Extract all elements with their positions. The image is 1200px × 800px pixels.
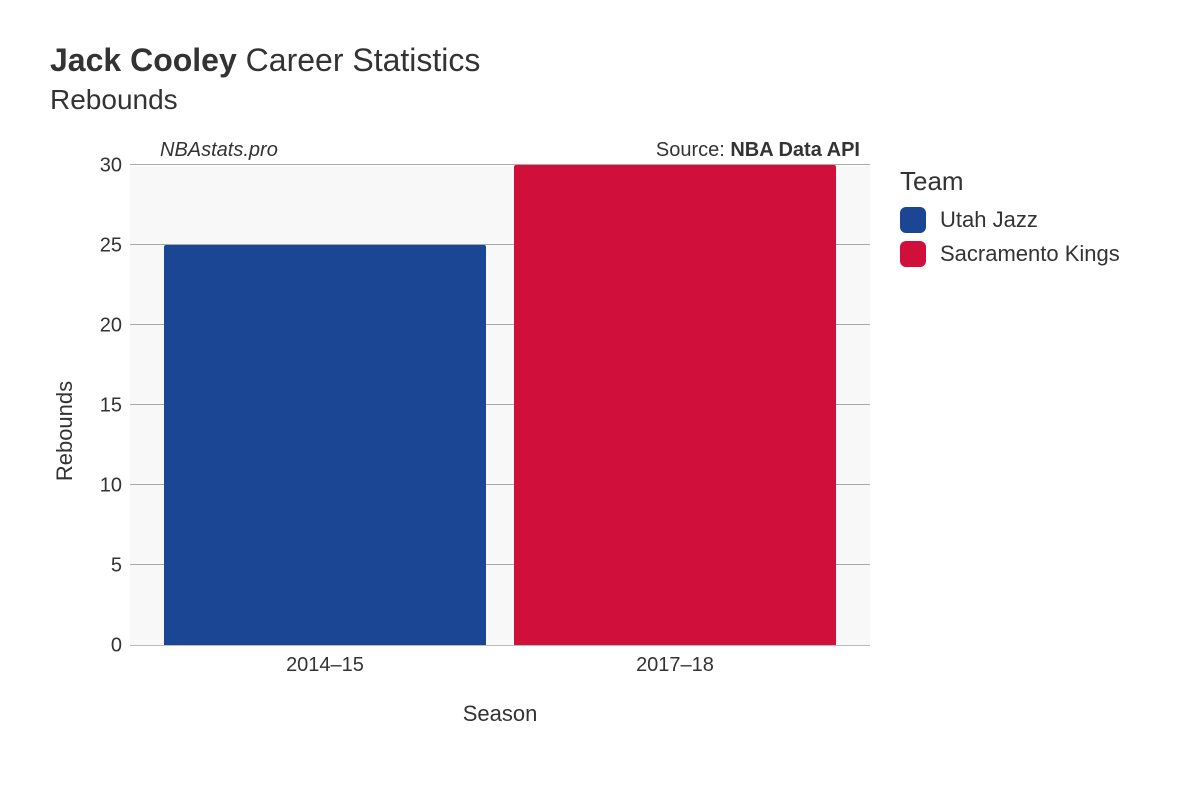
x-tick-label: 2014–15 [150,654,500,677]
legend-title: Team [900,166,1120,197]
annotation-row: NBAstats.pro Source: NBA Data API [130,136,870,166]
plot-column: NBAstats.pro Source: NBA Data API 0 5 10 15… [80,136,870,727]
chart-container: Jack Cooley Career Statistics Rebounds R… [0,0,1200,800]
y-tick-label: 30 [100,154,122,177]
y-axis-title-wrap: Rebounds [50,136,80,727]
watermark-text: NBAstats.pro [160,139,278,162]
x-tick-label: 2017–18 [500,654,850,677]
chart-body: Rebounds NBAstats.pro Source: NBA Data A… [50,136,1150,727]
source-text: Source: NBA Data API [656,139,860,162]
title-bold: Jack Cooley [50,42,237,78]
y-tick-label: 5 [111,554,122,577]
legend-swatch [900,207,926,233]
bar-slot [150,166,500,645]
y-axis-title: Rebounds [52,381,78,481]
bar-slot [500,166,850,645]
chart-subtitle: Rebounds [50,84,1150,116]
legend-item: Utah Jazz [900,207,1120,233]
y-tick-label: 25 [100,234,122,257]
legend-swatch [900,241,926,267]
legend-items: Utah Jazz Sacramento Kings [900,207,1120,267]
legend: Team Utah Jazz Sacramento Kings [900,166,1120,727]
legend-item: Sacramento Kings [900,241,1120,267]
x-axis-title: Season [130,701,870,727]
title-rest: Career Statistics [246,42,481,78]
y-tick-label: 0 [111,634,122,657]
title-block: Jack Cooley Career Statistics Rebounds [50,40,1150,116]
bars-group [130,166,870,645]
y-axis-ticks: 051015202530 [80,166,130,646]
plot-area [130,166,870,646]
source-prefix: Source: [656,139,730,161]
bar [514,165,836,645]
legend-label: Utah Jazz [940,207,1038,233]
chart-title: Jack Cooley Career Statistics [50,40,1150,82]
legend-label: Sacramento Kings [940,241,1120,267]
source-name: NBA Data API [730,139,860,161]
bar [164,245,486,645]
y-tick-label: 10 [100,474,122,497]
x-axis-ticks: 2014–152017–18 [130,654,870,677]
y-tick-label: 20 [100,314,122,337]
plot-row: 051015202530 [80,166,870,646]
y-tick-label: 15 [100,394,122,417]
